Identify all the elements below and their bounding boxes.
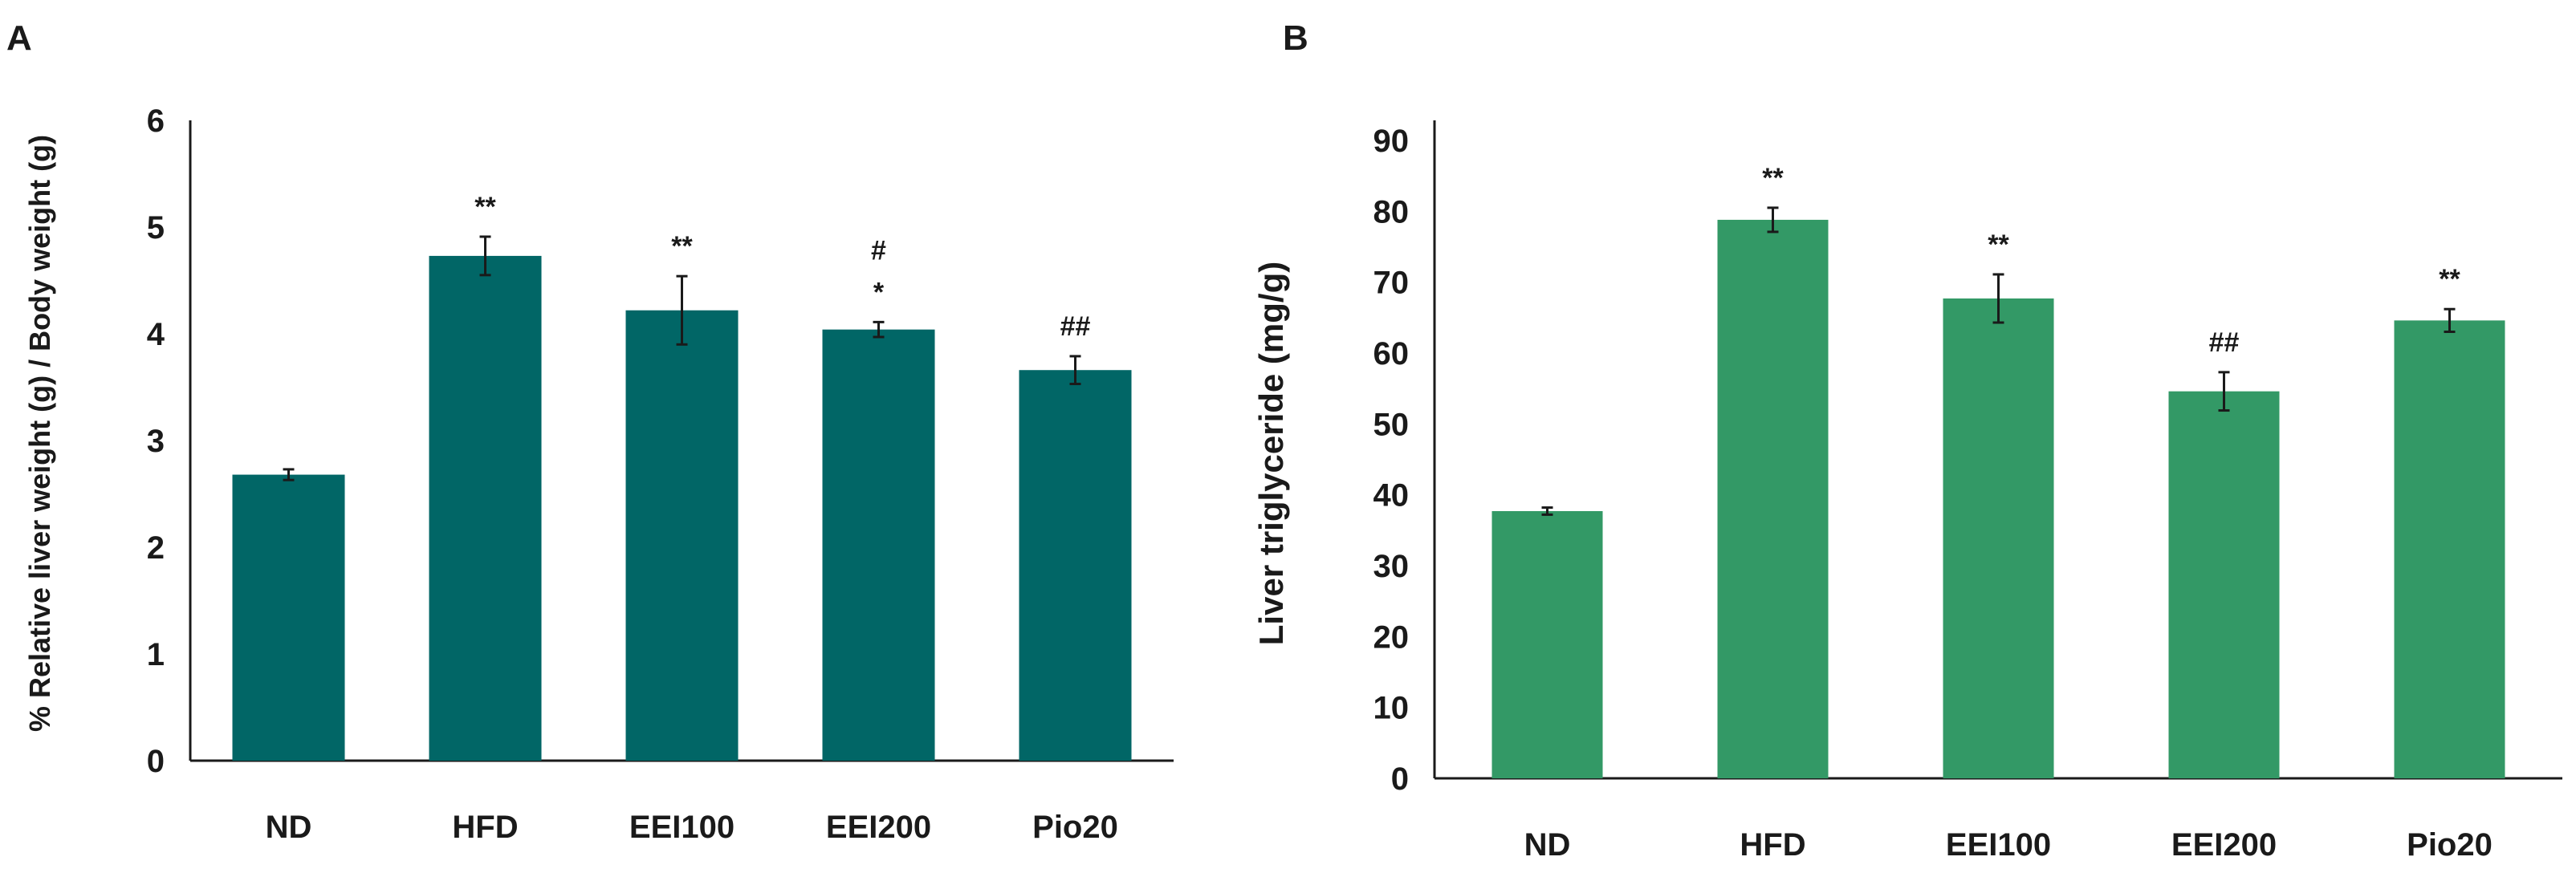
panel-b-category-label: HFD <box>1740 827 1805 863</box>
panel-b-bar-nd <box>1491 510 1603 778</box>
panel-b-error-bar-hfd <box>1767 206 1779 233</box>
panel-b-bar-pio20 <box>2394 320 2505 778</box>
panel-a-bar-eei100 <box>625 310 739 761</box>
panel-a-error-bar-eei200 <box>873 320 885 339</box>
panel-a-category-label: EEI100 <box>629 810 735 845</box>
panel-b-bar-eei100 <box>1943 298 2054 778</box>
panel-b-category-label: ND <box>1524 827 1571 863</box>
panel-a-bars <box>232 255 1132 761</box>
panel-b-y-tick-label: 0 <box>1391 761 1409 797</box>
panel-a-y-tick-label: 5 <box>147 210 165 246</box>
panel-a-error-bar-hfd <box>479 235 491 277</box>
panel-a-significance-mark: ## <box>1060 311 1091 342</box>
panel-b-y-tick-label: 20 <box>1373 619 1410 655</box>
panel-a-categories: ND HFD EEI100 EEI200 Pio20 <box>266 810 1118 845</box>
panel-a-significance-mark: # <box>871 235 886 266</box>
panel-b-y-tick-label: 60 <box>1373 336 1410 372</box>
panel-a-y-tick-label: 2 <box>147 530 165 566</box>
panel-b-y-axis-label: Liver triglyceride (mg/g) <box>1252 262 1290 645</box>
panel-b-significance-marks: ** ** ## ** <box>1762 163 2460 358</box>
panel-a-category-label: ND <box>266 810 312 845</box>
panel-b-significance-mark: ** <box>1762 163 1784 193</box>
panel-a-letter: A <box>6 18 32 58</box>
panel-a-significance-mark: ** <box>474 192 496 222</box>
panel-b-error-bar-eei100 <box>1992 273 2004 324</box>
panel-b-categories: ND HFD EEI100 EEI200 Pio20 <box>1524 827 2493 863</box>
panel-a-chart: A % Relative liver weight (g) / Body wei… <box>6 18 1174 845</box>
panel-a-bar-pio20 <box>1019 370 1132 761</box>
panel-b-bar-eei200 <box>2168 391 2280 778</box>
panel-a-category-label: HFD <box>452 810 518 845</box>
panel-b-error-bar-eei200 <box>2218 371 2230 412</box>
panel-a-significance-mark: * <box>873 277 885 307</box>
panel-b-category-label: EEI100 <box>1946 827 2051 863</box>
panel-b-y-ticks: 0 10 20 30 40 50 60 70 80 90 <box>1373 124 1410 797</box>
panel-b-y-tick-label: 50 <box>1373 407 1410 442</box>
panel-a-y-axis-label: % Relative liver weight (g) / Body weigh… <box>23 135 56 732</box>
panel-a-error-bar-eei100 <box>676 274 688 346</box>
panel-b-error-bar-pio20 <box>2444 307 2456 333</box>
panel-b-y-tick-label: 70 <box>1373 266 1410 301</box>
panel-b-error-bar-nd <box>1541 506 1553 516</box>
panel-b-y-tick-label: 90 <box>1373 124 1410 159</box>
panel-a-y-tick-label: 6 <box>147 104 165 139</box>
panel-a-error-bar-nd <box>283 468 295 481</box>
panel-a-significance-marks: *****### <box>474 192 1090 342</box>
panel-b-category-label: Pio20 <box>2407 827 2493 863</box>
panel-a-error-bars <box>283 235 1081 481</box>
panel-b-y-tick-label: 30 <box>1373 549 1410 584</box>
panel-a-y-ticks: 0 1 2 3 4 5 6 <box>147 104 165 779</box>
panel-a-significance-mark: ** <box>671 231 693 262</box>
panel-a-category-label: EEI200 <box>826 810 931 845</box>
panel-a-category-label: Pio20 <box>1032 810 1118 845</box>
panel-b-significance-mark: ## <box>2209 327 2240 358</box>
panel-b-letter: B <box>1283 18 1308 58</box>
panel-b-chart: B Liver triglyceride (mg/g) 0 10 20 30 40 50 6… <box>1252 18 2562 863</box>
panel-b-error-bars <box>1541 206 2456 516</box>
panel-a-y-tick-label: 3 <box>147 424 165 459</box>
panel-b-category-label: EEI200 <box>2171 827 2277 863</box>
panel-b-y-tick-label: 10 <box>1373 691 1410 726</box>
panel-a-error-bar-pio20 <box>1069 355 1081 386</box>
panel-b-y-tick-label: 80 <box>1373 194 1410 229</box>
panel-b-bars <box>1491 219 2505 778</box>
panel-a-bar-nd <box>232 474 345 761</box>
panel-a-y-tick-label: 0 <box>147 744 165 779</box>
panel-b-significance-mark: ** <box>2439 264 2460 294</box>
panel-a-y-tick-label: 1 <box>147 637 165 672</box>
panel-b-y-tick-label: 40 <box>1373 478 1410 514</box>
panel-a-bar-eei200 <box>822 329 935 761</box>
panel-b-bar-hfd <box>1717 219 1829 778</box>
panel-a-y-tick-label: 4 <box>147 317 165 352</box>
panel-b-significance-mark: ** <box>1988 229 2009 260</box>
panel-a-bar-hfd <box>429 255 542 761</box>
